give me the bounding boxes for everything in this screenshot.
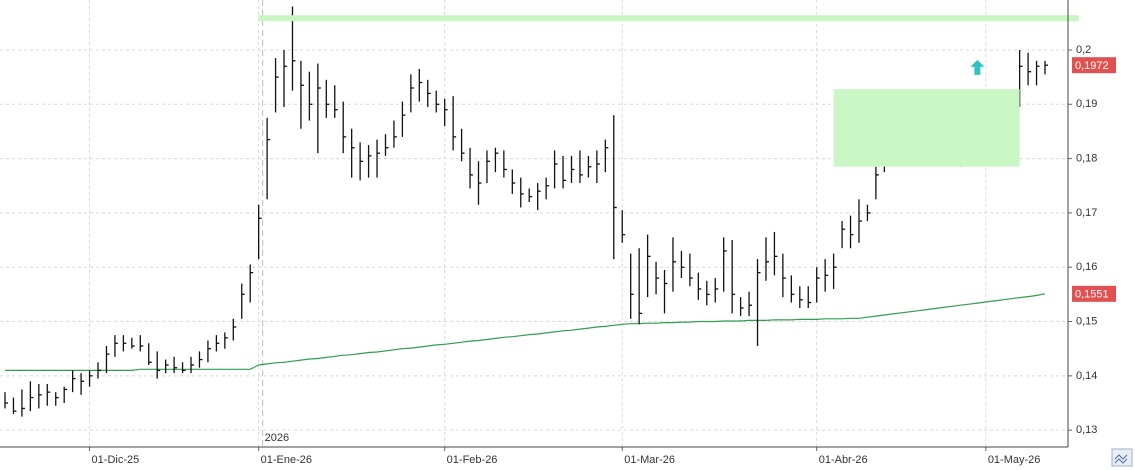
y-tick-label: 0,16	[1076, 261, 1097, 273]
year-label: 2026	[265, 432, 289, 444]
x-tick-label: 01-Ene-26	[261, 454, 312, 466]
x-tick-label: 01-Abr-26	[819, 454, 868, 466]
price-label: 0,1551	[1075, 289, 1109, 301]
y-tick-label: 0,2	[1076, 44, 1091, 56]
y-tick-label: 0,19	[1076, 98, 1097, 110]
zoom-icon	[1114, 454, 1128, 464]
price-label-box	[1072, 57, 1116, 74]
y-tick-label: 0,18	[1076, 153, 1097, 165]
price-label-box	[1072, 285, 1116, 302]
x-tick-label: 01-Feb-26	[447, 454, 498, 466]
y-tick-label: 0,17	[1076, 207, 1097, 219]
x-tick-label: 01-Mar-26	[624, 454, 675, 466]
zone	[833, 89, 1020, 167]
y-tick-label: 0,15	[1076, 315, 1097, 327]
x-tick-label: 01-May-26	[988, 454, 1041, 466]
price-label: 0,1972	[1075, 60, 1109, 72]
moving-average	[5, 293, 1046, 371]
zone	[258, 15, 1079, 22]
y-tick-label: 0,14	[1076, 370, 1097, 382]
signal-arrow	[970, 59, 985, 75]
x-tick-label: 01-Dic-25	[92, 454, 140, 466]
y-tick-label: 0,13	[1076, 424, 1097, 436]
